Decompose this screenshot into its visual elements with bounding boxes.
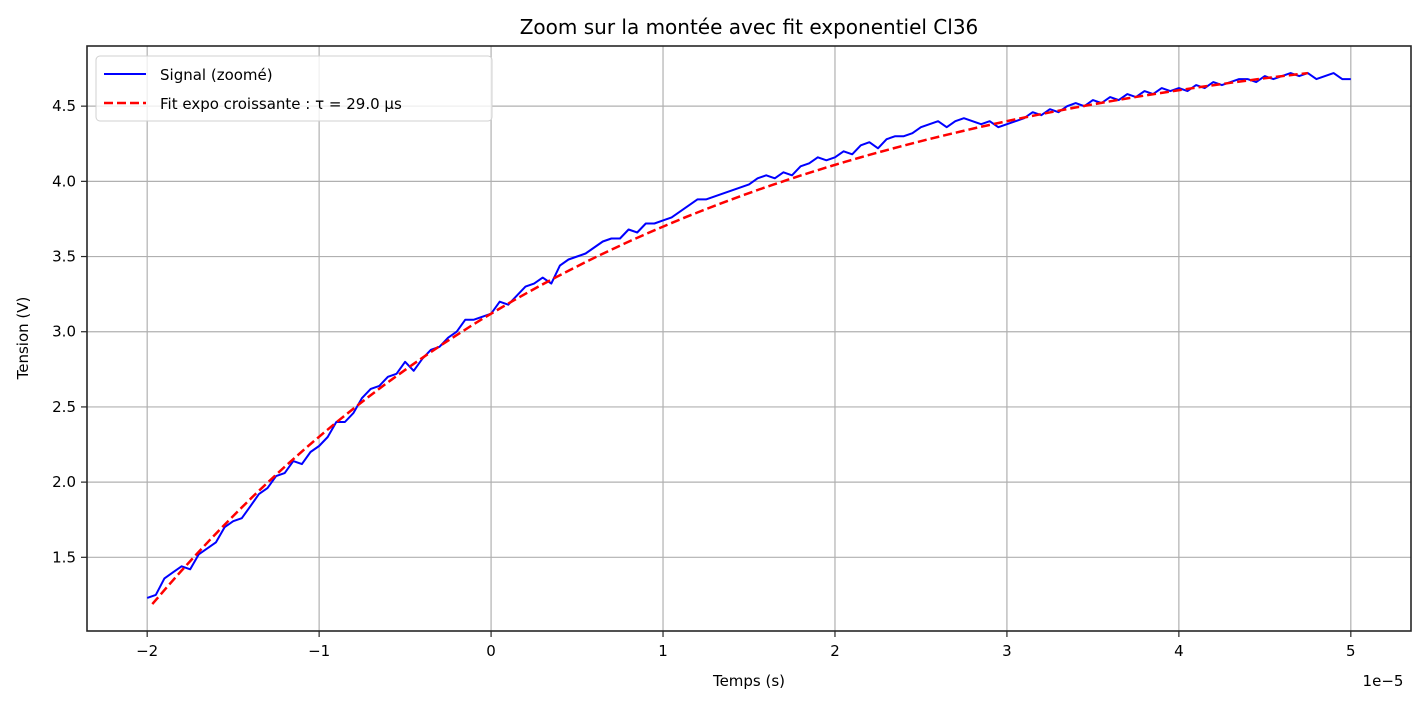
y-tick-label: 4.0 — [52, 172, 76, 190]
x-axis-ticks: −2 −1 0 1 2 3 4 5 — [136, 631, 1356, 660]
axes-frame — [86, 45, 1412, 632]
signal-line — [146, 72, 1351, 599]
y-tick-label: 3.0 — [52, 323, 76, 341]
x-tick-label: 0 — [486, 642, 496, 660]
y-tick-label: 1.5 — [52, 548, 76, 566]
y-tick-label: 2.5 — [52, 398, 76, 416]
grid-lines — [87, 46, 1411, 631]
x-tick-label: −2 — [136, 642, 158, 660]
fit-curve — [151, 71, 1308, 605]
chart-title: Zoom sur la montée avec fit exponentiel … — [520, 15, 979, 39]
y-axis-ticks: 1.5 2.0 2.5 3.0 3.5 4.0 4.5 — [52, 97, 87, 566]
plot-series — [146, 71, 1351, 605]
x-tick-label: 4 — [1174, 642, 1184, 660]
x-tick-label: 2 — [830, 642, 840, 660]
legend: Signal (zoomé) Fit expo croissante : τ =… — [95, 55, 493, 122]
legend-box — [95, 55, 493, 122]
x-tick-label: −1 — [308, 642, 330, 660]
x-tick-label: 3 — [1002, 642, 1012, 660]
y-tick-label: 2.0 — [52, 473, 76, 491]
x-tick-label: 5 — [1346, 642, 1356, 660]
y-tick-label: 3.5 — [52, 248, 76, 266]
legend-fit-label: Fit expo croissante : τ = 29.0 µs — [160, 95, 402, 113]
x-axis-offset-label: 1e−5 — [1363, 672, 1404, 690]
x-axis-label: Temps (s) — [712, 672, 785, 690]
y-axis-label: Tension (V) — [14, 297, 32, 381]
x-tick-label: 1 — [658, 642, 668, 660]
y-tick-label: 4.5 — [52, 97, 76, 115]
legend-signal-label: Signal (zoomé) — [160, 66, 273, 84]
